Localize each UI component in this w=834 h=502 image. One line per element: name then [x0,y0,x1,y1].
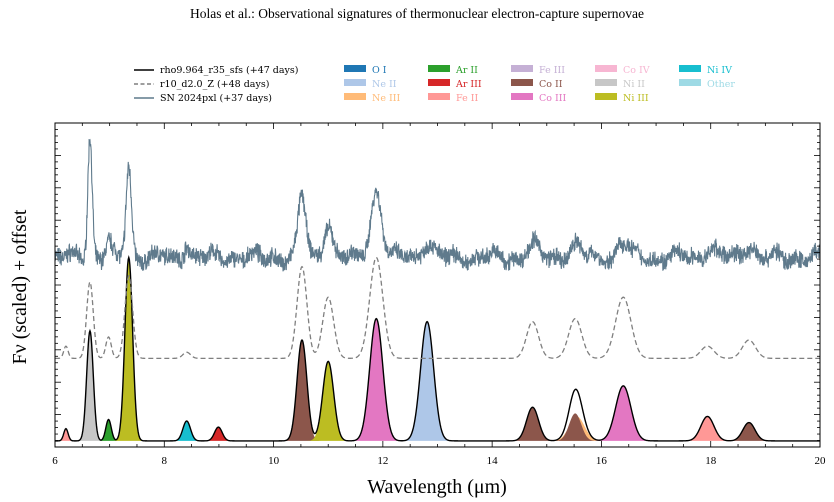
ion-component-fe-ii-0 [57,428,75,441]
legend-swatch-o-i [344,65,366,72]
series-line-rho9-964-model [55,255,820,442]
legend-label-0: rho9.964_r35_sfs (+47 days) [160,65,298,76]
ion-component-ar-ii-2 [97,419,120,441]
ion-component-ni-iii-7 [306,361,351,441]
legend-ion-label-ni-ii: Ni II [623,79,645,90]
ion-component-ni-iv-4 [171,421,202,441]
legend-ion-label-ar-iii: Ar III [455,79,482,90]
legend-swatch-fe-ii [428,93,450,100]
ion-component-fe-ii-14 [681,416,734,441]
ion-component-ni-iii-3 [113,257,145,441]
x-tick-label: 10 [268,455,280,467]
legend-ion-label-co-iii: Co III [539,93,567,104]
legend-swatch-ni-ii [595,79,617,86]
plot-clip-group [55,138,820,442]
legend-swatch-co-iii [511,93,533,100]
legend-ion-label-ne-iii: Ne III [372,93,400,104]
legend-ion-label-other: Other [707,79,735,90]
ion-component-co-iii-13 [592,385,654,441]
legend-swatch-ar-ii [428,65,450,72]
legend-ion-label-ar-ii: Ar II [455,65,478,76]
ion-component-co-ii-6 [282,340,322,441]
legend-swatch-ni-iv [679,65,701,72]
ion-component-ar-iii-5 [203,427,234,441]
legend-swatch-co-ii [511,79,533,86]
x-axis-label: Wavelength (μm) [367,476,507,498]
x-tick-label: 12 [377,455,388,467]
legend-swatch-ne-ii [344,79,366,86]
running-title: Holas et al.: Observational signatures o… [190,6,644,21]
series-line-sn2024pxl-observed [55,138,820,272]
legend-ion-label-fe-iii: Fe III [539,65,565,76]
legend-swatch-other [679,79,701,86]
legend: rho9.964_r35_sfs (+47 days) r10_d2.0_Z (+… [134,65,735,104]
series-line-r10-model [55,256,820,360]
ion-component-ni-ii-1 [76,330,104,441]
ion-component-co-ii-12 [551,413,600,441]
x-tick-label: 8 [162,455,168,467]
legend-swatch-co-iv [595,65,617,72]
legend-ion-label-co-ii: Co II [539,79,563,90]
legend-swatch-ni-iii [595,93,617,100]
legend-ion-label-o-i: O I [372,65,387,76]
legend-label-2: SN 2024pxl (+37 days) [160,93,272,104]
x-tick-label: 6 [52,455,58,467]
plot-area [55,138,820,442]
legend-ion-label-ni-iv: Ni IV [707,65,732,76]
ion-component-co-ii-10 [508,407,557,441]
legend-swatch-ne-iii [344,93,366,100]
legend-ion-label-ne-ii: Ne II [372,79,397,90]
legend-swatch-ar-iii [428,79,450,86]
ion-component-ne-ii-9 [400,321,454,441]
plot-frame [54,122,821,448]
x-tick-label: 14 [487,455,499,467]
ion-component-co-ii-15 [724,422,774,441]
legend-ion-label-co-iv: Co IV [623,65,650,76]
x-tick-label: 18 [705,455,717,467]
ion-component-co-iii-8 [350,318,403,441]
legend-ion-label-ni-iii: Ni III [623,93,649,104]
legend-swatch-fe-iii [511,65,533,72]
x-tick-label: 16 [596,455,608,467]
legend-ion-label-fe-ii: Fe II [456,93,478,104]
legend-label-1: r10_d2.0_Z (+48 days) [160,79,269,90]
x-tick-label: 20 [815,455,827,467]
y-axis-label: Fν (scaled) + offset [9,209,31,364]
axes: 6 8 10 12 14 16 18 20 [52,122,827,467]
